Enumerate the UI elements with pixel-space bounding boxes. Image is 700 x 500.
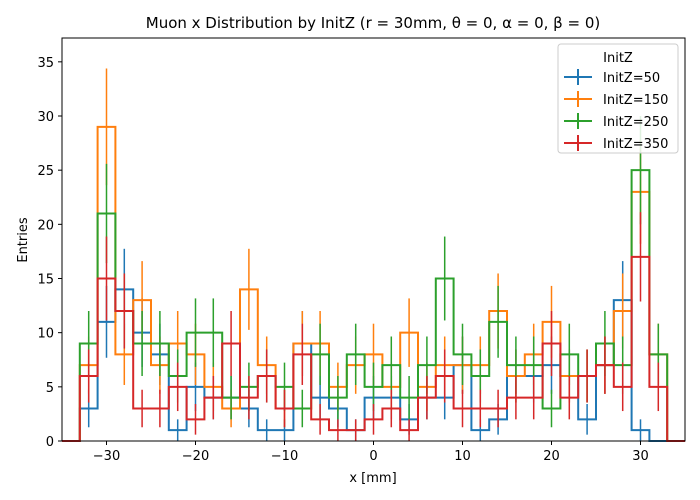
legend-label-1: InitZ=150 <box>603 93 668 108</box>
y-tick-label: 0 <box>46 435 54 450</box>
x-tick-label: 30 <box>632 449 649 464</box>
y-tick-label: 20 <box>37 218 54 233</box>
x-tick-label: 20 <box>543 449 560 464</box>
series-3 <box>62 212 685 442</box>
y-axis: 0 5 10 15 20 25 30 35 <box>37 56 62 450</box>
x-tick-label: 0 <box>369 449 377 464</box>
legend-handle-2 <box>564 113 592 129</box>
y-axis-label: Entries <box>16 217 31 263</box>
legend-label-2: InitZ=250 <box>603 115 668 130</box>
y-tick-label: 35 <box>37 56 54 71</box>
x-tick-label: −20 <box>182 449 209 464</box>
legend-label-3: InitZ=350 <box>603 137 668 152</box>
y-tick-label: 30 <box>37 110 54 125</box>
x-axis: −30 −20 −10 0 10 20 30 <box>93 441 649 464</box>
series-step-line <box>62 255 685 442</box>
legend-title: InitZ <box>603 51 633 66</box>
legend-box <box>557 43 679 154</box>
legend-handle-0 <box>564 69 592 85</box>
x-tick-label: −30 <box>93 449 120 464</box>
y-tick-label: 15 <box>37 273 54 288</box>
x-tick-label: 10 <box>454 449 471 464</box>
series-2 <box>62 116 685 442</box>
legend: InitZ InitZ=50 InitZ=150 InitZ=250 InitZ=35… <box>557 43 679 154</box>
y-tick-label: 25 <box>37 164 54 179</box>
x-tick-label: −10 <box>271 449 298 464</box>
y-tick-label: 5 <box>46 381 54 396</box>
y-tick-label: 10 <box>37 327 54 342</box>
legend-handle-1 <box>564 91 592 107</box>
plot-area <box>62 68 685 442</box>
legend-label-0: InitZ=50 <box>603 71 660 86</box>
x-axis-label: x [mm] <box>349 471 396 486</box>
legend-handle-3 <box>564 135 592 151</box>
chart-title: Muon x Distribution by InitZ (r = 30mm, … <box>146 14 601 32</box>
